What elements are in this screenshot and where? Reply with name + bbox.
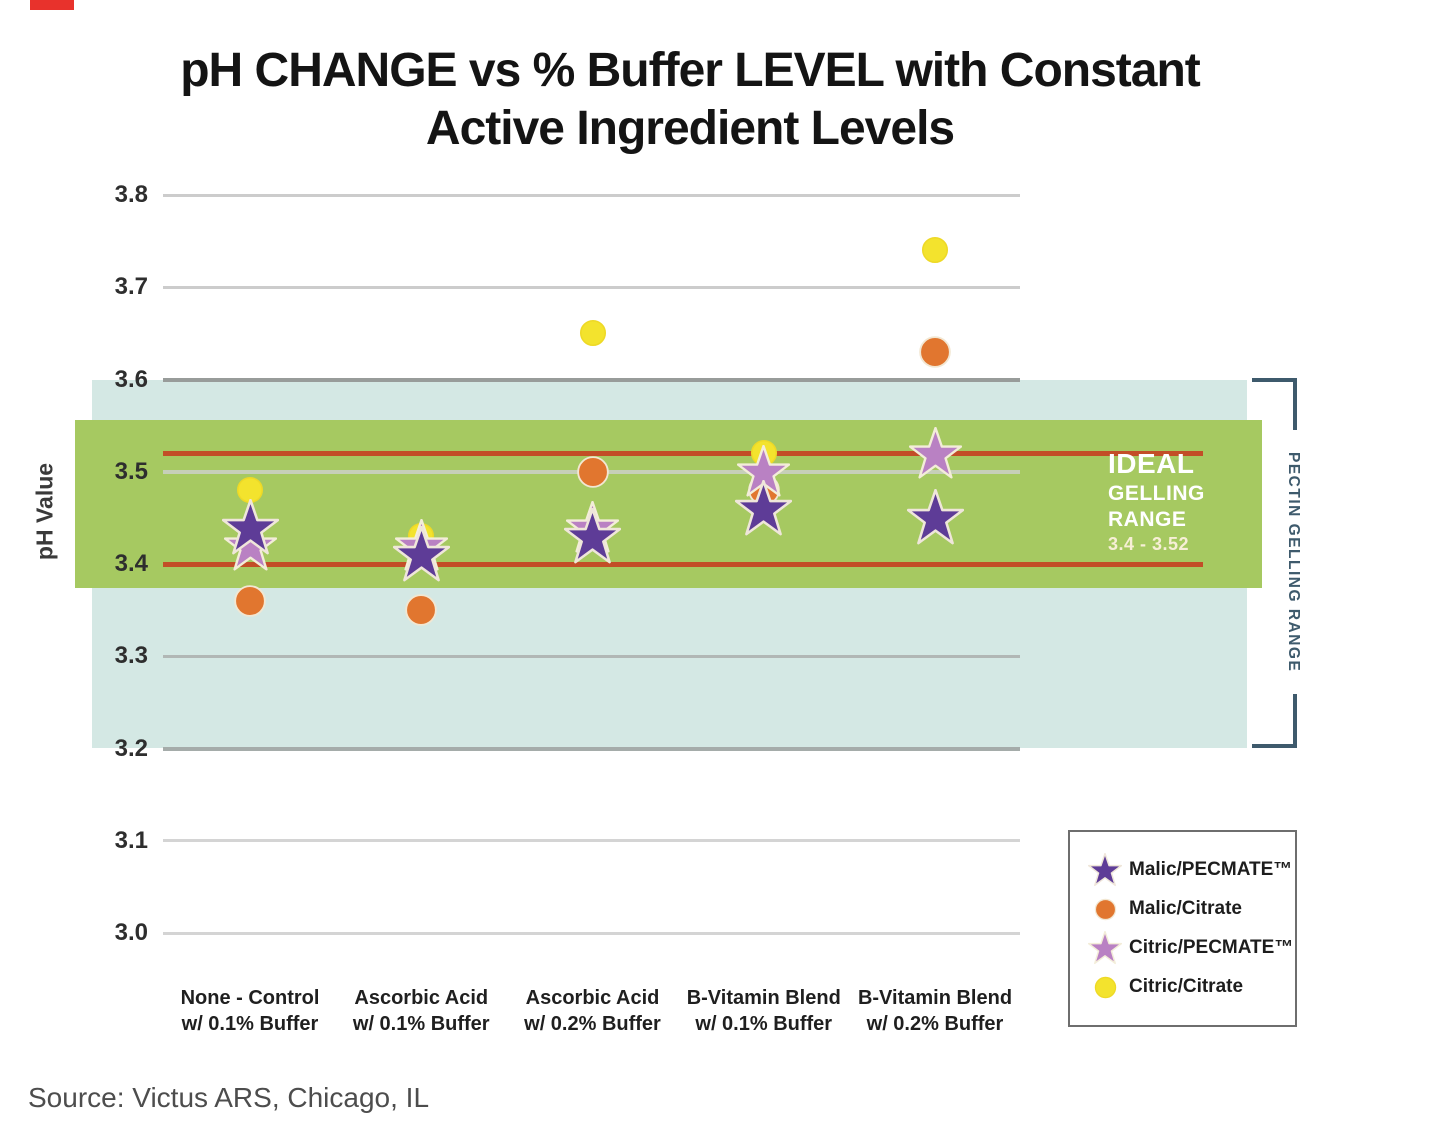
data-point-star [735,480,793,537]
data-point-circle [918,335,952,369]
ideal-range-word: RANGE [1108,508,1187,531]
circle-icon [1084,898,1126,921]
legend-box: Malic/PECMATE™ Malic/Citrate Citric/PECMAT… [1068,830,1297,1027]
source-text: Source: Victus ARS, Chicago, IL [28,1082,430,1113]
legend-item: Malic/PECMATE™ [1084,851,1295,890]
legend-label: Malic/PECMATE™ [1129,859,1293,880]
gridline-3.1 [163,839,1020,843]
y-tick-label: 3.0 [114,919,148,946]
pectin-range-label: PECTIN GELLING RANGE [1285,451,1302,673]
circle-icon [1084,976,1126,999]
y-tick-label: 3.5 [114,457,148,485]
x-category-line2: w/ 0.1% Buffer [181,1013,319,1035]
star-icon [1084,853,1126,887]
ideal-range-line [163,450,1203,456]
pectin-bracket-upper-segment [1293,378,1297,430]
data-point-star [392,526,450,583]
data-point-circle [233,584,267,618]
data-point-circle [579,319,607,347]
gridline-3.6 [163,377,1020,382]
x-category-label: Ascorbic Acid w/ 0.2% Buffer [488,985,698,1037]
y-tick-label: 3.8 [114,181,148,208]
ideal-range-line [163,561,1203,567]
data-point-circle [404,593,438,627]
legend-label: Citric/Citrate [1129,976,1244,997]
x-category-label: None - Control w/ 0.1% Buffer [145,985,355,1037]
x-category-line1: None - Control [180,987,320,1009]
x-category-line2: w/ 0.2% Buffer [866,1013,1004,1035]
chart-title: pH CHANGE vs % Buffer LEVEL with Constan… [90,42,1290,158]
data-point-star [908,426,962,480]
y-axis-label: pH Value [31,462,58,561]
data-point-star [221,498,279,556]
legend-item: Malic/Citrate [1084,890,1295,929]
x-category-label: B-Vitamin Blend w/ 0.1% Buffer [659,985,869,1037]
pectin-bracket-top-cap [1252,378,1297,382]
data-point-circle [921,236,949,264]
page-corner-red-mark [30,0,74,10]
legend-item: Citric/PECMATE™ [1084,929,1295,968]
x-category-line2: w/ 0.2% Buffer [524,1013,661,1035]
data-point-star [906,489,964,546]
x-category-line1: Ascorbic Acid [354,987,489,1009]
star-icon [1084,931,1126,965]
x-category-line1: B-Vitamin Blend [857,987,1013,1009]
ideal-gelling-band [75,420,1262,588]
ideal-range-values: 3.4 - 3.52 [1108,534,1190,554]
y-tick-label: 3.7 [114,273,148,301]
legend-items: Malic/PECMATE™ Malic/Citrate Citric/PECMAT… [1084,851,1295,1007]
x-category-line2: w/ 0.1% Buffer [352,1013,490,1035]
x-category-line2: w/ 0.1% Buffer [695,1013,833,1035]
data-point-star [564,507,621,565]
ideal-range-word: IDEAL [1108,448,1195,479]
legend-label: Malic/Citrate [1129,898,1242,919]
ideal-range-word: GELLING [1108,482,1205,505]
x-category-label: Ascorbic Acid w/ 0.1% Buffer [316,985,526,1037]
gridline-3.3 [163,654,1020,658]
chart-title-line2: Active Ingredient Levels [425,102,955,155]
y-tick-label: 3.1 [114,826,148,854]
x-category-line1: Ascorbic Acid [525,987,660,1009]
y-tick-label: 3.2 [114,734,148,762]
y-tick-label: 3.6 [114,365,148,393]
gridline-3.8 [163,193,1020,197]
y-tick-label: 3.3 [114,642,148,670]
data-point-star [223,519,277,572]
pectin-bracket-bottom-cap [1252,744,1297,748]
x-category-label: B-Vitamin Blend w/ 0.2% Buffer [830,985,1040,1037]
gridline-3.2 [163,746,1020,751]
gridline-3.0 [163,931,1020,935]
legend-item: Citric/Citrate [1084,968,1295,1007]
ideal-range-annotation: IDEAL GELLING RANGE 3.4 - 3.52 [1108,448,1205,554]
data-point-circle [576,455,610,489]
legend-label: Citric/PECMATE™ [1129,937,1294,958]
pectin-bracket-lower-segment [1293,694,1297,748]
y-tick-label: 3.4 [114,550,148,577]
gridline-3.7 [163,285,1020,289]
chart-title-line1: pH CHANGE vs % Buffer LEVEL with Constan… [180,44,1201,97]
x-category-line1: B-Vitamin Blend [686,987,841,1009]
